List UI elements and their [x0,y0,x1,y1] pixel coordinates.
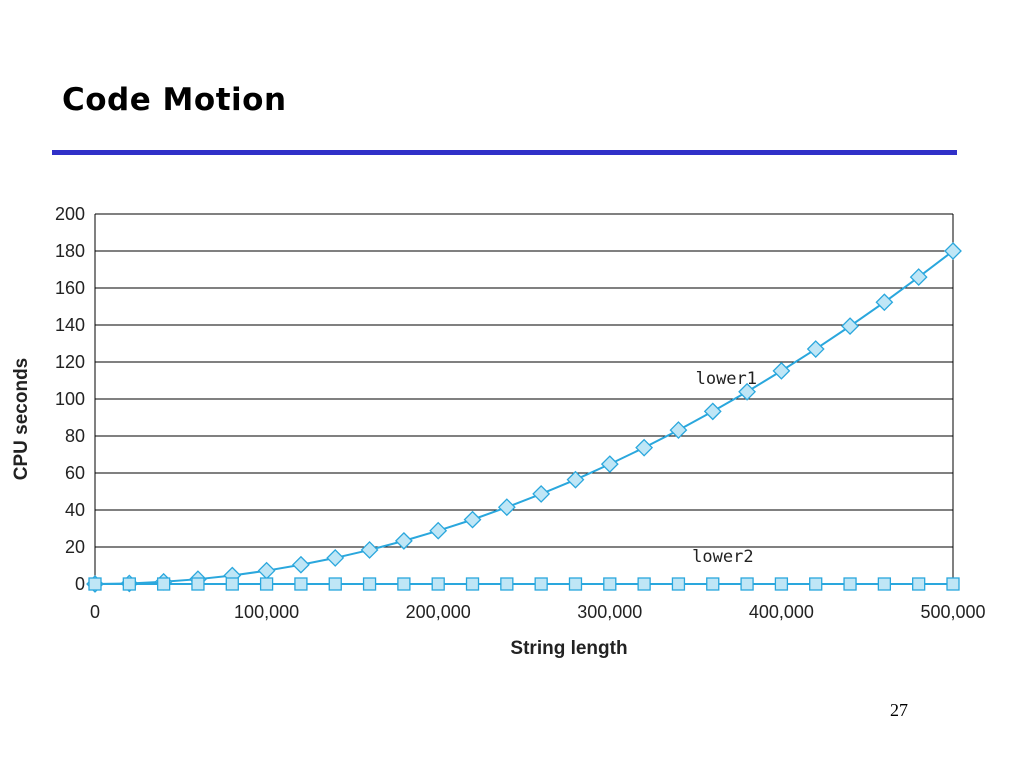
data-point-lower2 [225,577,239,591]
data-point-lower2 [946,577,960,591]
data-point-lower1 [463,510,482,529]
x-tick-label: 300,000 [577,602,642,622]
data-point-lower1 [944,242,962,260]
data-point-lower2 [603,577,617,591]
y-tick-label: 200 [55,204,85,224]
data-point-lower1 [806,340,825,358]
data-point-lower1 [909,268,928,287]
y-tick-label: 20 [65,537,85,557]
data-point-lower1 [600,455,619,474]
data-point-lower1 [497,498,516,517]
data-point-lower2 [294,577,308,591]
data-point-lower1 [635,438,654,457]
data-point-lower2 [671,577,686,591]
y-tick-label: 180 [55,241,85,261]
y-tick-label: 140 [55,315,85,335]
data-point-lower2 [740,577,754,591]
data-point-lower1 [394,531,413,550]
data-point-lower2 [774,577,789,591]
data-point-lower2 [534,577,548,591]
data-point-lower2 [877,577,892,591]
data-point-lower1 [429,521,448,540]
data-point-lower2 [706,577,720,591]
data-point-lower1 [532,484,551,503]
data-point-lower2 [500,577,514,591]
data-point-lower2 [328,577,342,591]
data-point-lower2 [88,577,102,591]
x-tick-label: 100,000 [234,602,299,622]
data-point-lower2 [397,577,411,591]
data-point-lower2 [809,577,823,591]
series-line-lower1 [94,250,954,585]
series-label-lower2: lower2 [692,547,753,567]
y-tick-label: 40 [65,500,85,520]
data-point-lower1 [875,293,894,312]
y-tick-label: 80 [65,426,85,446]
cpu-seconds-line-chart: 0 20 40 60 80 100 120 140 160 180 200 0 100,000 200,0… [11,204,986,659]
data-point-lower2 [362,577,377,591]
data-point-lower1 [326,548,345,567]
data-point-lower2 [465,577,480,591]
data-point-lower2 [191,577,205,591]
data-point-lower1 [566,470,585,489]
page-number: 27 [890,700,908,720]
y-tick-label: 160 [55,278,85,298]
data-point-lower1 [360,541,379,559]
x-tick-label: 0 [90,602,100,622]
data-point-lower1 [703,402,722,421]
data-point-lower2 [156,577,171,591]
x-tick-label: 200,000 [406,602,471,622]
x-axis-label: String length [510,638,627,659]
data-point-lower2 [259,577,274,591]
y-tick-label: 0 [75,574,85,594]
y-tick-label: 100 [55,389,85,409]
data-point-lower1 [669,421,688,439]
data-point-lower2 [912,577,926,591]
x-tick-label: 500,000 [920,602,985,622]
data-point-lower2 [637,577,651,591]
data-point-lower2 [431,577,445,591]
data-point-lower1 [257,561,276,580]
data-point-lower2 [568,577,583,591]
data-point-lower1 [292,555,310,574]
y-tick-label: 60 [65,463,85,483]
x-tick-label: 400,000 [749,602,814,622]
data-point-lower2 [122,577,136,591]
data-point-lower1 [841,317,859,336]
y-axis-label: CPU seconds [11,358,32,480]
data-point-lower2 [843,577,857,591]
y-tick-label: 120 [55,352,85,372]
slide-title: Code Motion [62,82,287,118]
data-point-lower1 [738,382,756,401]
series-label-lower1: lower1 [696,369,757,389]
data-point-lower1 [772,361,791,380]
title-rule [52,150,957,155]
